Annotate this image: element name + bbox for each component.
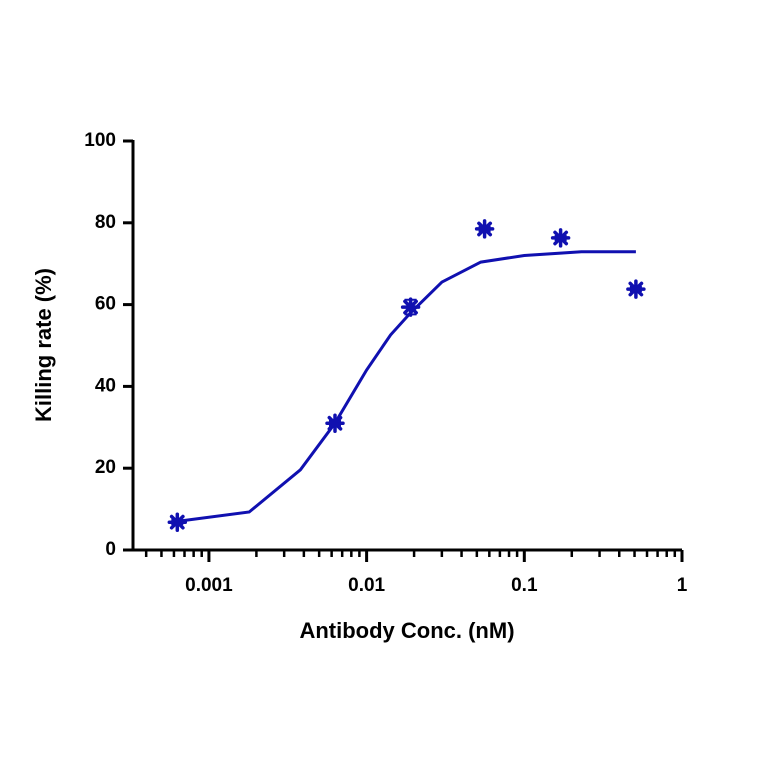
y-axis-title: Killing rate (%) (31, 268, 56, 422)
data-point (325, 413, 345, 433)
y-tick-label: 100 (84, 130, 116, 151)
fit-curve (177, 250, 636, 523)
y-tick-label: 80 (95, 212, 116, 233)
x-tick-label: 0.001 (185, 575, 233, 596)
x-tick-label: 0.1 (511, 575, 538, 596)
data-point (167, 512, 188, 532)
x-tick-label: 0.01 (348, 575, 385, 596)
data-point (550, 228, 571, 248)
data-point (626, 279, 646, 299)
x-axis-title: Antibody Conc. (nM) (299, 618, 514, 643)
data-point (474, 219, 495, 239)
x-tick-label: 1 (677, 575, 688, 596)
y-tick-label: 60 (95, 294, 116, 315)
y-tick-label: 40 (95, 375, 116, 396)
y-tick-label: 20 (95, 457, 116, 478)
y-tick-label: 0 (105, 539, 116, 560)
data-point (400, 297, 421, 317)
